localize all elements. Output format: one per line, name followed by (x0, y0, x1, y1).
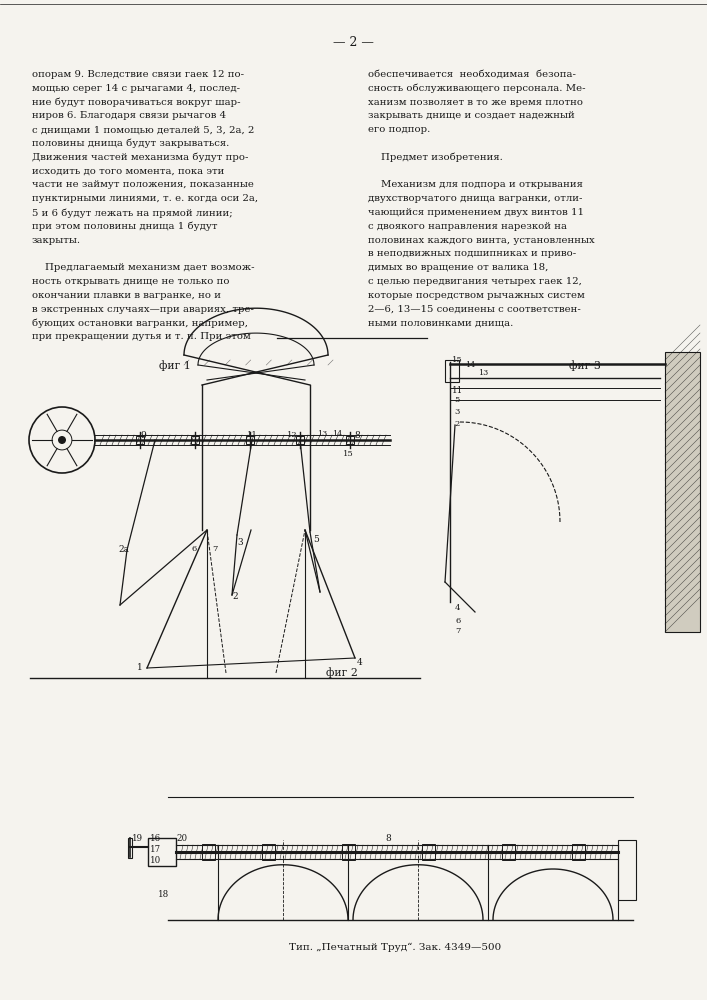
Text: 9: 9 (140, 431, 146, 440)
Text: двухстворчатого днища вагранки, отли-: двухстворчатого днища вагранки, отли- (368, 194, 583, 203)
Text: при прекращении дутья и т. п. При этом: при прекращении дутья и т. п. При этом (32, 332, 251, 341)
Text: пунктирными линиями, т. е. когда оси 2а,: пунктирными линиями, т. е. когда оси 2а, (32, 194, 258, 203)
Text: мощью серег 14 с рычагами 4, послед-: мощью серег 14 с рычагами 4, послед- (32, 84, 240, 93)
Text: сность обслуживающего персонала. Ме-: сность обслуживающего персонала. Ме- (368, 84, 585, 93)
Text: в неподвижных подшипниках и приво-: в неподвижных подшипниках и приво- (368, 249, 576, 258)
Text: 11: 11 (247, 431, 257, 439)
Text: его подпор.: его подпор. (368, 125, 431, 134)
Bar (202, 844, 215, 860)
Text: половинах каждого винта, установленных: половинах каждого винта, установленных (368, 236, 595, 245)
Text: 5: 5 (313, 535, 319, 544)
Text: части не займут положения, показанные: части не займут положения, показанные (32, 180, 254, 189)
Text: Тип. „Печатный Труд“. Зак. 4349—500: Тип. „Печатный Труд“. Зак. 4349—500 (289, 943, 501, 952)
Text: 13: 13 (478, 369, 489, 377)
Text: Механизм для подпора и открывания: Механизм для подпора и открывания (368, 180, 583, 189)
Text: 13: 13 (317, 430, 327, 438)
Text: 20: 20 (176, 834, 187, 843)
Text: 4: 4 (455, 604, 460, 612)
Text: 8: 8 (354, 431, 360, 440)
Text: фиг 2: фиг 2 (326, 667, 358, 678)
Bar (346, 436, 354, 444)
Text: исходить до того момента, пока эти: исходить до того момента, пока эти (32, 167, 224, 176)
Text: Предлагаемый механизм дает возмож-: Предлагаемый механизм дает возмож- (32, 263, 255, 272)
Bar (191, 436, 199, 444)
Text: ниров 6. Благодаря связи рычагов 4: ниров 6. Благодаря связи рычагов 4 (32, 111, 226, 120)
Bar (128, 838, 132, 858)
Text: 15: 15 (343, 450, 354, 458)
Text: 3: 3 (454, 408, 460, 416)
Text: 19: 19 (132, 834, 143, 843)
Text: 7: 7 (212, 545, 217, 553)
Text: 2—6, 13—15 соединены с соответствен-: 2—6, 13—15 соединены с соответствен- (368, 305, 580, 314)
Text: 6: 6 (192, 545, 197, 553)
Bar (262, 844, 275, 860)
Text: бующих остановки вагранки, например,: бующих остановки вагранки, например, (32, 318, 248, 328)
Text: 10: 10 (150, 856, 161, 865)
Bar (342, 844, 355, 860)
Text: чающийся применением двух винтов 11: чающийся применением двух винтов 11 (368, 208, 584, 217)
Text: закрыты.: закрыты. (32, 236, 81, 245)
Text: 14: 14 (332, 430, 342, 438)
Bar (445, 360, 459, 382)
Text: окончании плавки в вагранке, но и: окончании плавки в вагранке, но и (32, 291, 221, 300)
Text: 6: 6 (455, 617, 460, 625)
Text: с целью передвигания четырех гаек 12,: с целью передвигания четырех гаек 12, (368, 277, 582, 286)
Text: с днищами 1 помощью деталей 5, 3, 2а, 2: с днищами 1 помощью деталей 5, 3, 2а, 2 (32, 125, 255, 134)
Bar (246, 436, 254, 444)
Bar (665, 352, 700, 632)
Text: 18: 18 (158, 890, 169, 899)
Text: — 2 —: — 2 — (332, 36, 373, 49)
Text: фиг 3: фиг 3 (569, 360, 601, 371)
Bar (148, 838, 176, 866)
Text: закрывать днище и создает надежный: закрывать днище и создает надежный (368, 111, 575, 120)
Bar (572, 844, 585, 860)
Text: 11: 11 (452, 386, 463, 395)
Text: фиг 1: фиг 1 (159, 360, 191, 371)
Text: 16: 16 (150, 834, 161, 843)
Text: 5 и 6 будут лежать на прямой линии;: 5 и 6 будут лежать на прямой линии; (32, 208, 233, 218)
Circle shape (58, 436, 66, 444)
Text: 2: 2 (232, 592, 238, 601)
Text: ние будут поворачиваться вокруг шар-: ние будут поворачиваться вокруг шар- (32, 98, 240, 107)
Text: 7: 7 (455, 627, 460, 635)
Text: 5: 5 (454, 396, 460, 404)
Text: 14: 14 (465, 361, 475, 369)
Text: которые посредством рычажных систем: которые посредством рычажных систем (368, 291, 585, 300)
Bar (136, 436, 144, 444)
Text: 15: 15 (452, 356, 463, 364)
Bar (618, 840, 636, 900)
Text: Предмет изобретения.: Предмет изобретения. (368, 153, 503, 162)
Text: 12: 12 (286, 431, 298, 439)
Text: с двоякого направления нарезкой на: с двоякого направления нарезкой на (368, 222, 567, 231)
Text: 4: 4 (357, 658, 363, 667)
Text: при этом половины днища 1 будут: при этом половины днища 1 будут (32, 222, 218, 231)
Text: 2a: 2a (118, 545, 129, 554)
Text: ханизм позволяет в то же время плотно: ханизм позволяет в то же время плотно (368, 98, 583, 107)
Bar (422, 844, 435, 860)
Text: ными половинками днища.: ными половинками днища. (368, 318, 513, 327)
Text: Движения частей механизма будут про-: Движения частей механизма будут про- (32, 153, 248, 162)
Text: 17: 17 (150, 845, 161, 854)
Text: 3: 3 (237, 538, 243, 547)
Bar (296, 436, 304, 444)
Text: опорам 9. Вследствие связи гаек 12 по-: опорам 9. Вследствие связи гаек 12 по- (32, 70, 244, 79)
Text: половины днища будут закрываться.: половины днища будут закрываться. (32, 139, 229, 148)
Text: обеспечивается  необходимая  безопа-: обеспечивается необходимая безопа- (368, 70, 576, 79)
Text: 8: 8 (385, 834, 391, 843)
Text: в экстренных случаях—при авариях, тре-: в экстренных случаях—при авариях, тре- (32, 305, 254, 314)
Text: димых во вращение от валика 18,: димых во вращение от валика 18, (368, 263, 549, 272)
Text: 1: 1 (137, 663, 143, 672)
Bar (502, 844, 515, 860)
Text: ность открывать днище не только по: ность открывать днище не только по (32, 277, 230, 286)
Text: 2: 2 (454, 420, 460, 428)
